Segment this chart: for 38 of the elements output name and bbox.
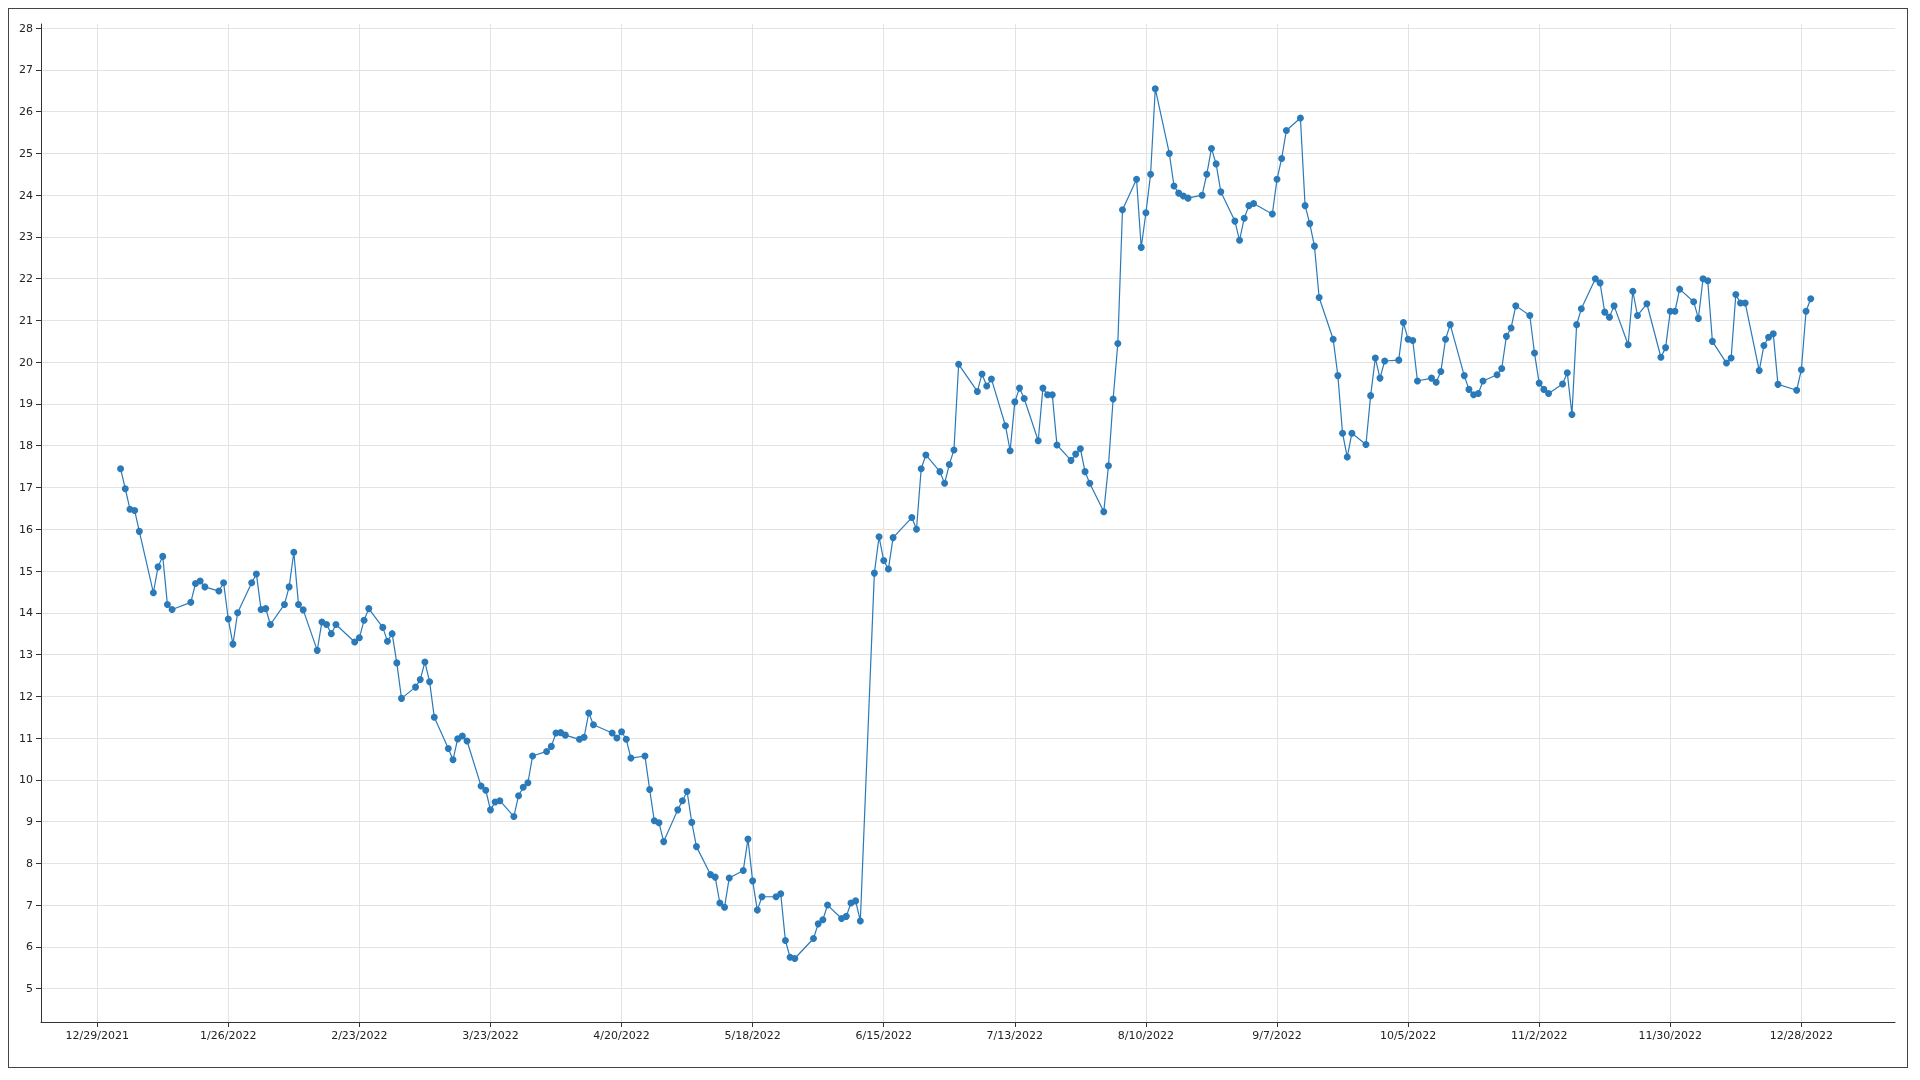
y-tick-label: 14 — [19, 606, 33, 620]
y-tick-label: 10 — [19, 773, 33, 787]
x-tick-label: 7/13/2022 — [986, 1029, 1044, 1042]
y-tick-label: 12 — [19, 689, 33, 703]
y-tick-label: 11 — [19, 731, 33, 745]
y-tick-label: 9 — [26, 815, 33, 829]
y-tick-label: 26 — [19, 105, 33, 119]
y-tick-label: 16 — [19, 522, 33, 536]
y-tick-label: 20 — [19, 355, 33, 369]
y-tick-label: 19 — [19, 397, 33, 411]
x-tick-label: 9/7/2022 — [1252, 1029, 1302, 1042]
y-tick-label: 6 — [26, 940, 33, 954]
x-tick-label: 6/15/2022 — [855, 1029, 912, 1042]
y-tick-label: 27 — [19, 63, 33, 77]
x-tick-label: 8/10/2022 — [1117, 1029, 1175, 1042]
y-tick-label: 5 — [26, 982, 33, 996]
x-tick-label: 1/26/2022 — [200, 1029, 257, 1042]
x-tick-label: 3/23/2022 — [462, 1029, 519, 1042]
y-tick-label: 8 — [26, 856, 33, 870]
x-tick-label: 12/29/2021 — [65, 1029, 129, 1042]
x-tick-label: 5/18/2022 — [724, 1029, 781, 1042]
y-tick-label: 23 — [19, 230, 33, 244]
y-tick-label: 22 — [19, 272, 33, 286]
y-tick-label: 7 — [26, 898, 33, 912]
x-tick-label: 2/23/2022 — [331, 1029, 388, 1042]
y-tick-label: 17 — [19, 481, 33, 495]
y-tick-label: 15 — [19, 564, 33, 578]
y-tick-label: 13 — [19, 648, 33, 662]
x-tick-label: 11/30/2022 — [1638, 1029, 1702, 1042]
x-tick-label: 11/2/2022 — [1510, 1029, 1568, 1042]
y-tick-label: 24 — [19, 188, 33, 202]
y-tick-label: 18 — [19, 439, 33, 453]
y-tick-label: 25 — [19, 146, 33, 160]
y-tick-label: 21 — [19, 313, 33, 327]
x-tick-label: 12/28/2022 — [1769, 1029, 1834, 1042]
x-tick-label: 10/5/2022 — [1379, 1029, 1437, 1042]
y-tick-label: 28 — [19, 21, 33, 35]
x-tick-label: 4/20/2022 — [593, 1029, 650, 1042]
